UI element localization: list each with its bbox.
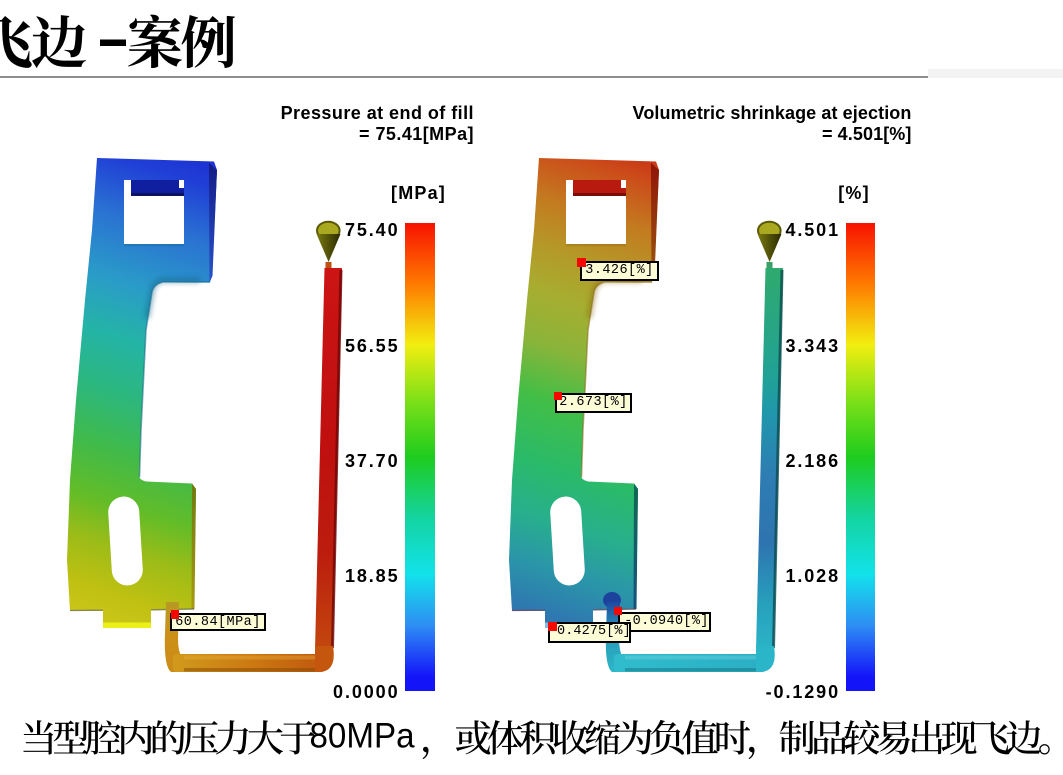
svg-text:80MPa: 80MPa <box>310 716 415 756</box>
